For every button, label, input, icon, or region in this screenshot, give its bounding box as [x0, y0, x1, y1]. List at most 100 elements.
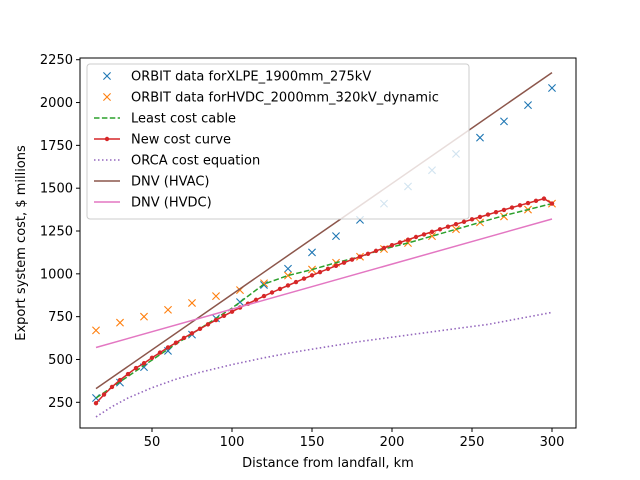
data-point — [277, 286, 283, 292]
data-point — [525, 200, 531, 206]
data-point — [141, 361, 147, 366]
data-point — [93, 400, 99, 406]
legend-label: DNV (HVAC) — [131, 175, 209, 190]
legend-label: ORBIT data forXLPE_1900mm_275kV — [131, 70, 371, 85]
y-tick-label: 1750 — [40, 139, 73, 154]
data-point — [517, 203, 523, 208]
y-tick-label: 1500 — [40, 182, 73, 197]
series-2 — [95, 202, 553, 399]
y-tick-label: 250 — [48, 396, 73, 411]
data-point — [381, 245, 387, 251]
x-tick-label: 300 — [540, 435, 565, 450]
data-point — [500, 212, 508, 221]
y-axis-label: Export system cost, $ millions — [14, 145, 29, 341]
series-3 — [93, 196, 555, 406]
data-point — [421, 232, 427, 237]
data-point — [164, 305, 172, 314]
data-point — [188, 298, 196, 307]
legend-item: DNV (HVAC) — [94, 175, 209, 190]
data-point — [476, 133, 484, 142]
series-line — [95, 311, 553, 418]
legend: ORBIT data forXLPE_1900mm_275kV ORBIT dat… — [86, 63, 470, 220]
legend-label: ORCA cost equation — [131, 154, 260, 169]
data-point — [157, 350, 163, 355]
legend-item: New cost curve — [94, 133, 231, 148]
legend-marker — [104, 136, 110, 142]
series-line — [95, 218, 553, 349]
data-point — [453, 221, 459, 227]
data-point — [437, 227, 443, 232]
data-point — [500, 117, 508, 126]
data-point — [103, 72, 111, 80]
data-point — [397, 240, 403, 245]
data-point — [229, 309, 235, 314]
legend-box — [86, 63, 470, 220]
data-point — [140, 312, 148, 321]
data-point — [333, 263, 339, 268]
series-6 — [95, 218, 553, 349]
data-point — [357, 254, 363, 259]
legend-item: ORBIT data forXLPE_1900mm_275kV — [103, 70, 371, 85]
x-tick-label: 150 — [300, 435, 325, 450]
data-point — [173, 340, 179, 345]
data-point — [429, 229, 435, 235]
series-1 — [92, 199, 556, 335]
data-point — [293, 279, 299, 285]
data-point — [477, 214, 483, 220]
data-point — [533, 198, 539, 204]
data-point — [269, 290, 275, 295]
data-point — [205, 322, 211, 327]
data-point — [285, 283, 291, 288]
data-point — [189, 331, 195, 336]
data-point — [149, 355, 155, 360]
legend-item: Least cost cable — [94, 112, 236, 127]
series-line — [95, 197, 553, 404]
data-point — [284, 271, 292, 280]
data-point — [325, 266, 331, 272]
series-line — [95, 202, 553, 399]
data-point — [301, 276, 307, 281]
legend-item: DNV (HVDC) — [94, 196, 212, 211]
data-point — [221, 313, 227, 319]
series-line — [95, 71, 553, 390]
data-point — [101, 392, 107, 397]
data-point — [349, 257, 355, 262]
data-point — [116, 318, 124, 327]
data-point — [317, 269, 323, 275]
data-point — [197, 326, 203, 332]
x-tick-label: 50 — [144, 435, 161, 450]
data-point — [181, 335, 187, 341]
y-tick-label: 2250 — [40, 53, 73, 68]
data-point — [133, 365, 139, 371]
data-point — [253, 297, 259, 303]
data-point — [332, 232, 340, 241]
y-tick-label: 500 — [48, 353, 73, 368]
legend-label: ORBIT data forHVDC_2000mm_320kV_dynamic — [131, 91, 439, 106]
legend-item: ORBIT data forHVDC_2000mm_320kV_dynamic — [103, 91, 439, 106]
data-point — [261, 293, 267, 299]
y-tick-label: 1000 — [40, 267, 73, 282]
data-point — [541, 196, 547, 201]
legend-label: New cost curve — [131, 133, 231, 148]
data-point — [213, 317, 219, 323]
y-tick-label: 1250 — [40, 225, 73, 240]
data-point — [284, 264, 292, 273]
y-tick-label: 2000 — [40, 96, 73, 111]
series-layer — [92, 71, 556, 418]
x-axis-label: Distance from landfall, km — [242, 456, 414, 471]
x-tick-label: 200 — [380, 435, 405, 450]
data-point — [373, 248, 379, 254]
data-point — [493, 209, 499, 215]
data-point — [309, 273, 315, 278]
data-point — [92, 326, 100, 335]
series-5 — [95, 71, 553, 390]
legend-label: DNV (HVDC) — [131, 196, 212, 211]
data-point — [509, 205, 515, 210]
series-4 — [95, 311, 553, 418]
data-point — [109, 384, 115, 390]
y-tick-label: 750 — [48, 310, 73, 325]
data-point — [389, 243, 395, 248]
data-point — [125, 371, 131, 377]
data-point — [469, 217, 475, 222]
data-point — [445, 224, 451, 229]
